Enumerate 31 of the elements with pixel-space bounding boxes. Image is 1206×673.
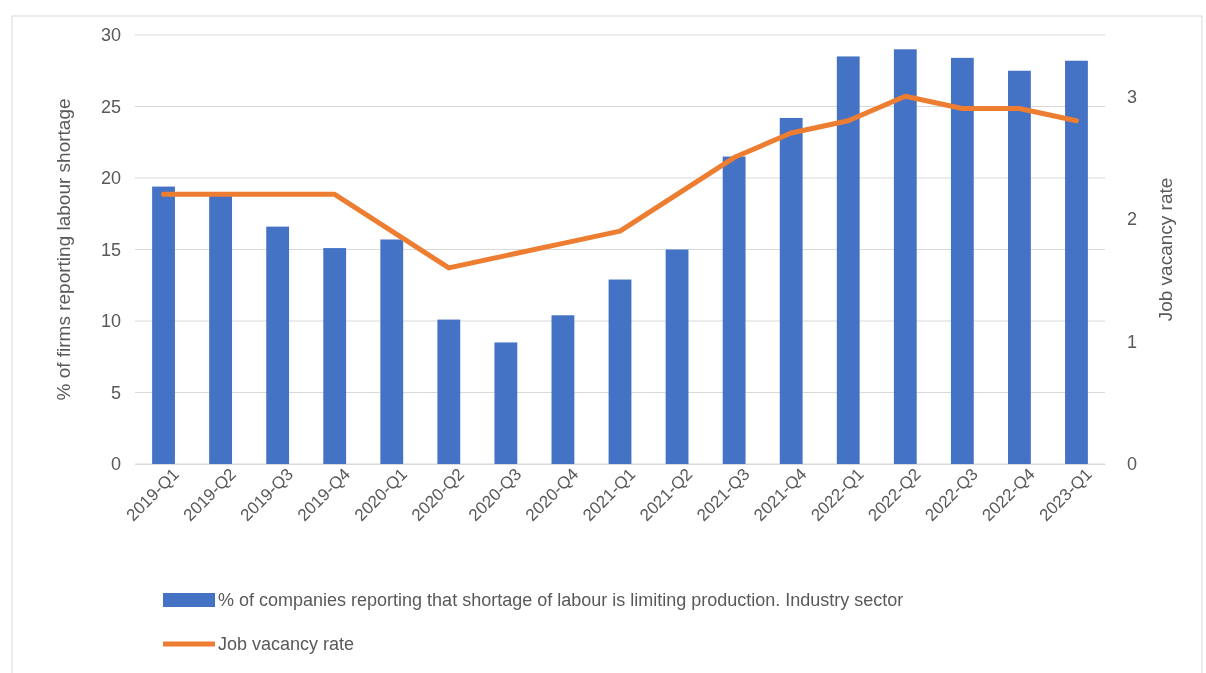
bar	[836, 56, 860, 464]
bar	[494, 342, 518, 464]
bar	[437, 319, 461, 464]
bar	[380, 239, 404, 464]
y2-axis-title: Job vacancy rate	[1155, 177, 1176, 322]
y-axis-title: % of firms reporting labour shortage	[53, 98, 74, 401]
bar	[779, 117, 803, 464]
y-tick-label: 0	[110, 454, 121, 475]
bar	[152, 186, 175, 464]
bar	[722, 156, 746, 464]
legend-label: % of companies reporting that shortage of labour is limiting production. Industry sector	[218, 590, 904, 611]
y-tick-label: 20	[100, 168, 121, 189]
bar	[1008, 70, 1031, 464]
bar	[950, 57, 974, 464]
bar	[266, 226, 290, 464]
y2-tick-label: 0	[1127, 454, 1138, 475]
y-tick-label: 15	[100, 239, 121, 260]
bar	[1065, 60, 1088, 464]
y-tick-label: 25	[100, 96, 121, 117]
bar	[551, 315, 575, 464]
y-tick-label: 5	[110, 382, 121, 403]
y2-tick-label: 1	[1127, 331, 1138, 352]
y-tick-label: 10	[100, 311, 121, 332]
bar	[665, 249, 689, 464]
y2-tick-label: 3	[1127, 86, 1138, 107]
legend-label: Job vacancy rate	[218, 634, 355, 655]
bar	[323, 248, 347, 464]
bar	[608, 279, 632, 464]
bar	[893, 49, 917, 464]
y-tick-label: 30	[100, 25, 121, 46]
y2-tick-label: 2	[1127, 209, 1138, 230]
